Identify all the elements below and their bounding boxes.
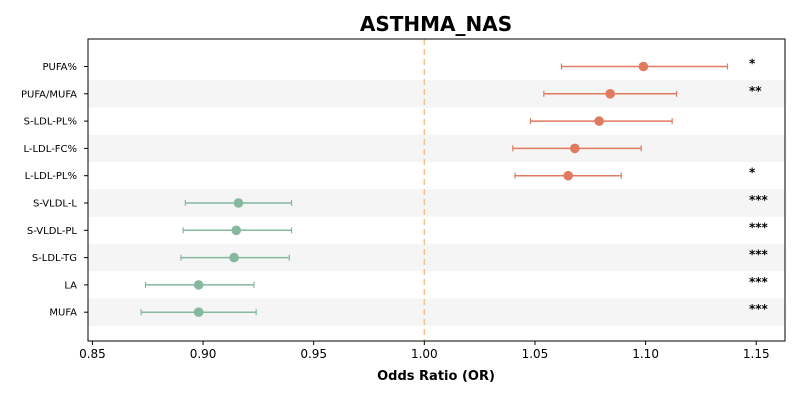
x-axis: 0.85 0.90 0.95 1.00 1.05 1.10 1.15 (79, 341, 770, 361)
plot-frame (87, 38, 786, 342)
or-point (231, 225, 242, 236)
row-label: S-VLDL-PL (27, 226, 78, 237)
or-point (233, 198, 244, 208)
row-label: S-VLDL-L (33, 199, 77, 210)
or-point (229, 252, 239, 263)
significance-label: *** (749, 220, 769, 234)
significance-label: * (749, 166, 756, 180)
row-label: PUFA% (42, 62, 77, 73)
x-tick-label: 0.85 (79, 347, 106, 361)
row-label: MUFA (49, 308, 77, 319)
row-label: S-LDL-PL% (24, 117, 77, 128)
x-tick-label: 0.90 (190, 347, 217, 361)
x-tick-label: 1.10 (632, 347, 659, 361)
row-label: L-LDL-PL% (25, 171, 77, 182)
or-point (638, 61, 649, 72)
x-tick-label: 1.05 (522, 347, 549, 361)
x-tick-label: 0.95 (300, 347, 327, 361)
row-label: PUFA/MUFA (21, 89, 77, 100)
chart-title: ASTHMA_NAS (360, 12, 512, 36)
or-point (193, 280, 204, 290)
or-point (569, 143, 580, 154)
y-axis-labels: PUFA% PUFA/MUFA S-LDL-PL% L-LDL-FC% L-LDL-PL… (21, 62, 88, 319)
or-point (594, 116, 604, 126)
significance-label: * (749, 57, 756, 71)
or-point (605, 89, 615, 99)
row-shade (88, 134, 785, 163)
x-tick-label: 1.15 (743, 347, 770, 361)
x-tick-label: 1.00 (411, 347, 438, 361)
significance-label: *** (749, 302, 769, 316)
row-shade (88, 80, 785, 108)
significance-label: *** (749, 248, 769, 262)
significance-labels: ******************* (749, 57, 769, 317)
x-axis-label: Odds Ratio (OR) (377, 369, 495, 384)
series-group (140, 61, 729, 318)
significance-label: *** (749, 193, 769, 207)
significance-label: *** (749, 275, 769, 289)
row-label: L-LDL-FC% (23, 144, 77, 155)
or-point (563, 170, 573, 181)
significance-label: ** (749, 84, 762, 98)
row-label: S-LDL-TG (32, 253, 77, 264)
or-point (193, 307, 204, 318)
row-label: LA (64, 280, 77, 291)
